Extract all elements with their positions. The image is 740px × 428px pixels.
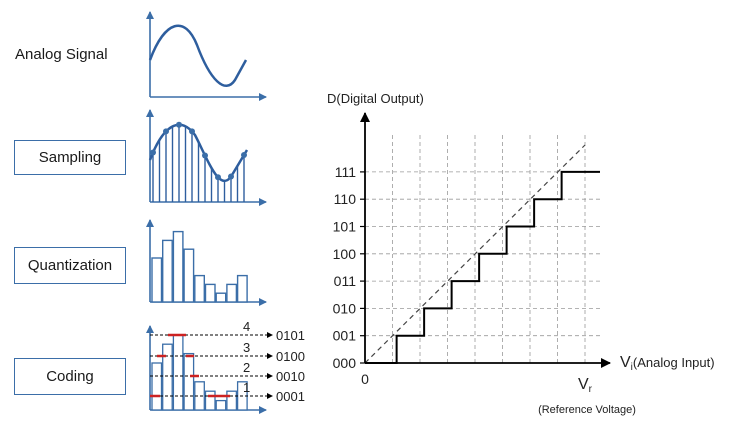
- coding-level-number: 1: [243, 380, 250, 395]
- coding-bar: [226, 390, 238, 411]
- chart-x-axis-title: Vi(Analog Input): [620, 354, 715, 373]
- coding-level-code: 0001: [276, 389, 305, 404]
- coding-bar: [215, 399, 227, 411]
- coding-bar: [162, 343, 173, 411]
- coding-level-number: 3: [243, 340, 250, 355]
- chart-x-origin-label: 0: [361, 371, 369, 387]
- y-tick-label: 000: [333, 355, 357, 371]
- quantization-panel: [146, 219, 267, 306]
- coding-level-number: 4: [243, 319, 250, 334]
- analog-signal-label: Analog Signal: [15, 46, 108, 63]
- coding-bar: [194, 381, 205, 411]
- vr-label: Vr: [578, 376, 593, 395]
- quantization-bar: [215, 292, 227, 303]
- coding-bar: [183, 352, 195, 411]
- quantization-label: Quantization: [14, 247, 126, 284]
- sampling-label: Sampling: [14, 140, 126, 175]
- y-tick-label: 111: [335, 164, 356, 180]
- sampled-sine-wave: [148, 123, 249, 183]
- coding-panel: 4 0101 3 0100 2 0010 1 0001: [146, 319, 305, 414]
- quantization-bar: [236, 274, 248, 303]
- coding-label: Coding: [14, 358, 126, 395]
- analog-signal-panel: [146, 11, 267, 101]
- sample-point: [241, 152, 247, 159]
- adc-transfer-chart: 000 001 010 011 100 101 110 111 D(Digital Outpu…: [327, 91, 715, 416]
- coding-level-code: 0101: [276, 328, 305, 343]
- y-tick-label: 010: [333, 300, 357, 316]
- sample-point: [163, 128, 169, 135]
- x-axis-subscript: i: [631, 362, 633, 373]
- coding-level-number: 2: [243, 360, 250, 375]
- quantization-bar: [151, 257, 163, 303]
- quantization-bar: [172, 230, 184, 303]
- y-tick-label: 011: [334, 273, 357, 289]
- chart-y-axis-title: D(Digital Output): [327, 91, 424, 106]
- sample-point: [150, 149, 156, 156]
- digital-output-staircase: [365, 170, 600, 364]
- sample-point: [176, 121, 182, 128]
- coding-level-code: 0100: [276, 349, 305, 364]
- coding-level-code: 0010: [276, 369, 305, 384]
- vr-symbol: V: [578, 376, 589, 393]
- coding-bar: [151, 362, 163, 411]
- quantization-bar: [226, 283, 238, 303]
- quantization-bar: [183, 248, 195, 303]
- y-tick-label: 100: [333, 246, 357, 262]
- sample-point: [215, 174, 221, 181]
- sample-point: [202, 152, 208, 159]
- sample-point: [189, 128, 195, 135]
- sample-point: [228, 173, 234, 180]
- y-tick-label: 101: [333, 219, 357, 235]
- quantization-bar: [194, 274, 206, 303]
- coding-bar: [204, 390, 216, 411]
- sampling-panel: [146, 109, 267, 206]
- x-axis-symbol: V: [620, 354, 631, 371]
- ideal-diagonal-line: [364, 144, 586, 364]
- vr-subscript: r: [589, 384, 593, 395]
- x-axis-text: (Analog Input): [633, 355, 715, 370]
- quantization-bar: [161, 239, 173, 303]
- y-tick-label: 001: [333, 328, 357, 344]
- analog-sine-wave: [148, 24, 248, 87]
- coding-bar: [172, 334, 184, 411]
- quantization-bar: [204, 283, 216, 303]
- vr-caption: (Reference Voltage): [538, 404, 636, 416]
- y-tick-label: 110: [334, 191, 357, 207]
